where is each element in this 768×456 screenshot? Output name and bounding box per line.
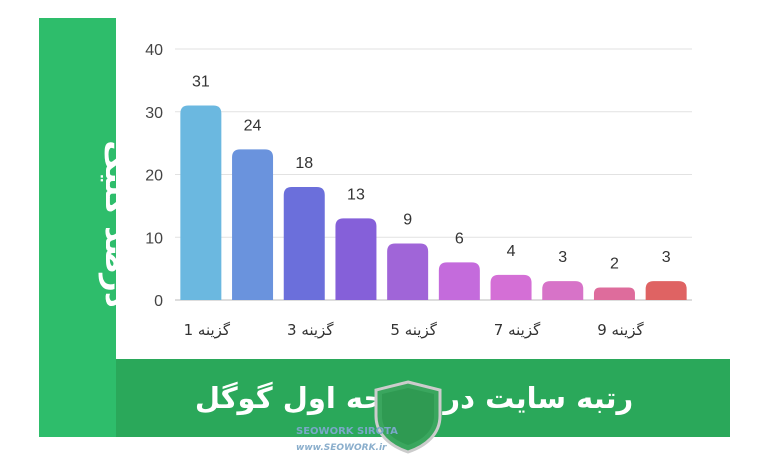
bar	[593, 287, 635, 300]
bar	[387, 243, 429, 300]
bar	[542, 281, 584, 300]
bar	[490, 274, 532, 300]
y-tick-labels: 0 10 20 30 40	[145, 42, 163, 310]
y-tick-label: 30	[145, 105, 163, 122]
data-label: 18	[295, 155, 313, 172]
data-label: 6	[455, 230, 464, 247]
data-label: 9	[403, 212, 412, 229]
data-labels: 31 24 18 13 9 6 4 3 2 3	[192, 73, 671, 272]
y-axis-label-band: درصد کلیک	[39, 18, 134, 437]
data-label: 4	[507, 243, 516, 260]
logo-brand-text: SEOWORK SIROTA	[296, 426, 398, 437]
y-tick-label: 0	[154, 293, 163, 310]
logo-url-text: www.SEOWORK.ir	[296, 443, 387, 453]
y-tick-label: 40	[145, 42, 163, 59]
bar	[180, 105, 222, 300]
y-tick-label: 10	[145, 230, 163, 247]
x-tick-labels: گزینه 1 گزینه 3 گزینه 5 گزینه 7 گزینه 9	[184, 321, 645, 339]
x-tick-label: گزینه 7	[494, 321, 541, 339]
x-tick-label: گزینه 3	[287, 321, 334, 339]
data-label: 3	[662, 249, 671, 266]
data-label: 31	[192, 73, 210, 90]
x-tick-label: گزینه 5	[390, 321, 437, 339]
bar	[232, 149, 274, 300]
data-label: 3	[558, 249, 567, 266]
data-label: 13	[347, 186, 365, 203]
x-tick-label: گزینه 1	[184, 321, 231, 339]
y-tick-label: 20	[145, 168, 163, 185]
seowork-logo: SEOWORK SIROTA www.SEOWORK.ir	[296, 380, 442, 454]
bar	[283, 187, 325, 300]
data-label: 2	[610, 255, 619, 272]
bar	[438, 262, 480, 300]
bar	[335, 218, 377, 300]
data-label: 24	[244, 117, 262, 134]
bars	[180, 105, 687, 300]
x-tick-label: گزینه 9	[597, 321, 644, 339]
bar	[645, 281, 687, 300]
